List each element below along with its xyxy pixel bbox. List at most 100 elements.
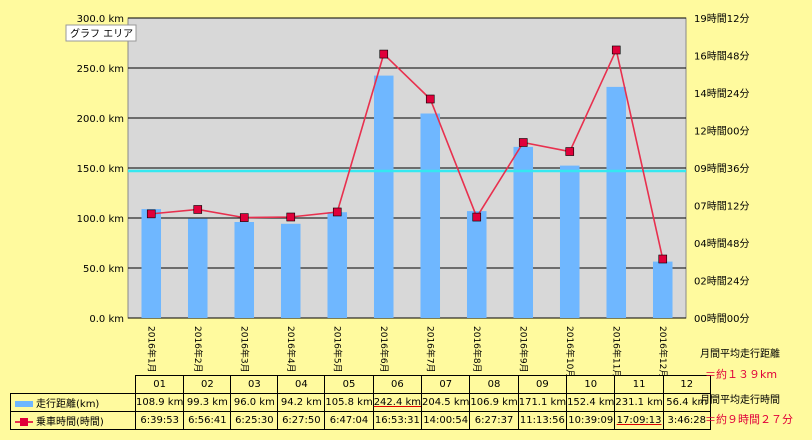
table-cell: 6:27:37	[469, 411, 519, 430]
chart-area-label-box	[65, 24, 137, 42]
avg-time-value: ＝約９時間２７分	[705, 413, 793, 426]
right-tick-label: 19時間12分	[694, 13, 749, 25]
table-cell: 6:25:30	[230, 411, 279, 430]
month-header: 09	[517, 375, 568, 394]
table-cell: 204.5 km	[421, 393, 471, 412]
table-cell: 171.1 km	[517, 393, 568, 412]
month-header: 08	[469, 375, 519, 394]
left-tick-label: 50.0 km	[83, 264, 124, 275]
left-tick-label: 100.0 km	[77, 214, 124, 225]
table-cell: 6:56:41	[183, 411, 232, 430]
table-cell: 14:00:54	[421, 411, 471, 430]
table-cell: 10:39:09	[566, 411, 616, 430]
table-cell: 16:53:31	[372, 411, 423, 430]
table-cell: 6:47:04	[324, 411, 374, 430]
month-header: 02	[183, 375, 232, 394]
table-cell: 11:13:56	[517, 411, 568, 430]
time-marker	[146, 209, 156, 219]
time-marker	[379, 49, 389, 59]
left-tick-label: 150.0 km	[77, 164, 124, 175]
avg-time-label: 月間平均走行時間	[700, 395, 780, 406]
x-tick-label: 2016年4月	[285, 326, 297, 373]
table-cell: 6:27:50	[277, 411, 326, 430]
month-header: 03	[230, 375, 279, 394]
month-header: 07	[421, 375, 471, 394]
x-tick-label: 2016年5月	[331, 326, 343, 373]
table-cell: 3:46:28	[662, 411, 711, 430]
x-axis-ticks: 2016年1月 2016年2月 2016年3月 2016年4月 2016年5月 2016年…	[145, 326, 669, 375]
distance-bar	[559, 165, 580, 318]
month-header: 04	[277, 375, 326, 394]
x-tick-label: 2016年3月	[238, 326, 250, 373]
distance-label: 走行距離(km)	[36, 399, 100, 410]
x-tick-label: 2016年9月	[517, 326, 529, 373]
distance-bar	[513, 146, 534, 318]
table-cell: 17:09:13	[614, 411, 664, 430]
table-cell: 94.2 km	[277, 393, 326, 412]
time-marker	[193, 205, 203, 214]
right-tick-label: 07時間12分	[694, 201, 749, 213]
table-cell: 152.4 km	[566, 393, 616, 412]
distance-bars	[141, 75, 673, 319]
x-tick-label: 2016年7月	[424, 326, 436, 373]
month-header: 10	[566, 375, 616, 394]
distance-bar	[652, 261, 673, 318]
right-tick-label: 09時間36分	[694, 163, 749, 175]
avg-distance-value: ＝約１３９km	[705, 368, 778, 381]
table-header-row: 01 02 03 04 05 06 07 08 09 10 11 12	[11, 375, 711, 394]
left-tick-label: 200.0 km	[77, 114, 124, 125]
legend-distance: 走行距離(km)	[10, 393, 136, 412]
left-tick-label: 0.0 km	[89, 314, 124, 325]
time-marker	[658, 254, 668, 264]
right-tick-label: 14時間24分	[694, 88, 749, 100]
x-tick-label: 2016年10月	[564, 326, 576, 375]
x-tick-label: 2016年2月	[192, 326, 204, 373]
left-tick-label: 250.0 km	[77, 64, 124, 75]
time-marker	[565, 147, 575, 156]
time-series-line	[151, 47, 664, 260]
time-marker	[518, 138, 528, 147]
chart-area-label: グラフ エリア	[70, 27, 133, 40]
month-header: 01	[134, 375, 185, 394]
distance-bar	[466, 211, 487, 318]
time-marker	[332, 207, 342, 217]
right-tick-label: 00時間00分	[694, 313, 749, 325]
time-marker	[286, 212, 296, 222]
table-cell: 242.4 km	[372, 393, 423, 412]
distance-bar	[327, 212, 348, 318]
time-marker	[611, 45, 621, 55]
left-tick-label: 300.0 km	[77, 14, 124, 25]
avg-distance-label: 月間平均走行距離	[700, 349, 780, 360]
table-cell: 108.9 km	[134, 393, 185, 412]
grid-lines	[128, 17, 686, 319]
line-legend-swatch	[15, 418, 33, 426]
legend-time: 乗車時間(時間)	[10, 411, 136, 430]
right-tick-label: 12時間00分	[694, 126, 749, 138]
time-markers	[146, 45, 668, 264]
month-header: 05	[324, 375, 374, 394]
distance-bar	[373, 75, 394, 318]
distance-bar	[141, 209, 162, 318]
distance-bar	[234, 222, 255, 318]
right-tick-label: 04時間48分	[694, 238, 749, 250]
x-tick-label: 2016年12月	[657, 326, 669, 375]
time-label: 乗車時間(時間)	[36, 417, 104, 428]
monthly-ride-chart: 0.0 km 50.0 km 100.0 km 150.0 km 200.0 km 250…	[65, 13, 749, 375]
distance-bar	[187, 218, 208, 318]
table-cell: 105.8 km	[324, 393, 374, 412]
table-cell: 231.1 km	[614, 393, 664, 412]
table-cell: 106.9 km	[469, 393, 519, 412]
bar-legend-swatch	[15, 401, 33, 407]
table-row-time: 乗車時間(時間) 6:39:53 6:56:41 6:25:30 6:27:50…	[10, 411, 711, 430]
table-corner	[11, 376, 136, 394]
table-cell: 99.3 km	[183, 393, 232, 412]
distance-bar	[280, 223, 301, 318]
distance-bar	[420, 113, 441, 318]
month-header: 06	[372, 375, 423, 394]
table-row-distance: 走行距離(km) 108.9 km 99.3 km 96.0 km 94.2 k…	[10, 393, 711, 412]
table-cell: 6:39:53	[134, 411, 185, 430]
month-header: 11	[614, 375, 664, 394]
time-marker	[239, 213, 249, 222]
right-tick-label: 16時間48分	[694, 51, 749, 63]
time-marker	[472, 212, 482, 222]
